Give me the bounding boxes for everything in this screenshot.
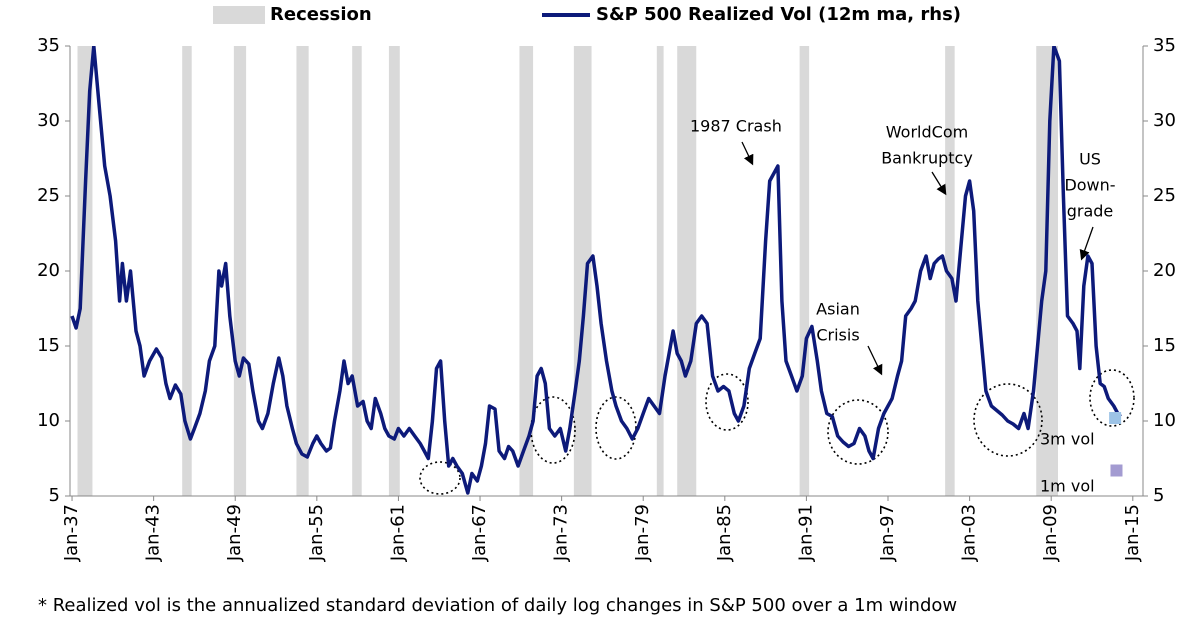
y-tick-label: 10 (37, 410, 60, 431)
x-tick-label: Jan-73 (551, 504, 572, 562)
x-tick-label: Jan-67 (469, 504, 490, 562)
recession-band (388, 46, 400, 496)
annotation: WorldCom (886, 123, 968, 142)
x-tick-label: Jan-49 (224, 504, 245, 562)
y-tick-label: 35 (37, 35, 60, 56)
annotation-arrows (741, 141, 1094, 376)
annotation: Down- (1064, 176, 1115, 195)
x-tick-label: Jan-85 (714, 504, 735, 562)
x-tick-label: Jan-91 (795, 504, 816, 562)
y-tick-label: 5 (49, 485, 60, 506)
y-tick-label: 30 (37, 110, 60, 131)
footnote: * Realized vol is the annualized standar… (38, 595, 957, 616)
x-tick-label: Jan-15 (1122, 504, 1143, 562)
y-tick-label: 25 (37, 185, 60, 206)
annotation: Bankruptcy (881, 149, 973, 168)
legend-swatch (213, 6, 265, 24)
recession-band (352, 46, 362, 496)
recession-band (519, 46, 534, 496)
y2-tick-label: 35 (1153, 35, 1176, 56)
recession-band (77, 46, 93, 496)
recession-band (233, 46, 247, 496)
x-tick-label: Jan-03 (959, 504, 980, 562)
x-tick-label: Jan-55 (306, 504, 327, 562)
recession-band (677, 46, 697, 496)
y2-tick-label: 25 (1153, 185, 1176, 206)
y2-tick-label: 5 (1153, 485, 1164, 506)
vol-line (70, 46, 1122, 495)
recession-band (799, 46, 810, 496)
vol-point (1110, 464, 1123, 477)
x-tick-label: Jan-97 (877, 504, 898, 562)
y-tick-label: 20 (37, 260, 60, 281)
annotation: Crisis (816, 326, 859, 345)
y2-tick-label: 30 (1153, 110, 1176, 131)
y2-tick-label: 10 (1153, 410, 1176, 431)
x-tick-label: Jan-43 (143, 504, 164, 562)
legend-label: S&P 500 Realized Vol (12m ma, rhs) (596, 4, 961, 25)
recession-band (656, 46, 664, 496)
highlight-circles (419, 369, 1135, 495)
x-tick-label: Jan-61 (387, 504, 408, 562)
annotation: grade (1067, 202, 1114, 221)
recession-band (182, 46, 192, 496)
point-label: 1m vol (1040, 477, 1095, 496)
recession-band (573, 46, 592, 496)
y-tick-label: 15 (37, 335, 60, 356)
x-tick-label: Jan-09 (1040, 504, 1061, 562)
recession-band (296, 46, 309, 496)
annotation: US (1079, 150, 1101, 169)
recession-band (945, 46, 955, 496)
annotation: 1987 Crash (690, 117, 782, 136)
annotation: Asian (816, 300, 860, 319)
x-tick-label: Jan-79 (632, 504, 653, 562)
point-label: 3m vol (1040, 430, 1095, 449)
x-tick-label: Jan-37 (61, 504, 82, 562)
y2-tick-label: 20 (1153, 260, 1176, 281)
y2-tick-label: 15 (1153, 335, 1176, 356)
vol-point (1109, 412, 1122, 424)
legend-label: Recession (270, 4, 372, 25)
